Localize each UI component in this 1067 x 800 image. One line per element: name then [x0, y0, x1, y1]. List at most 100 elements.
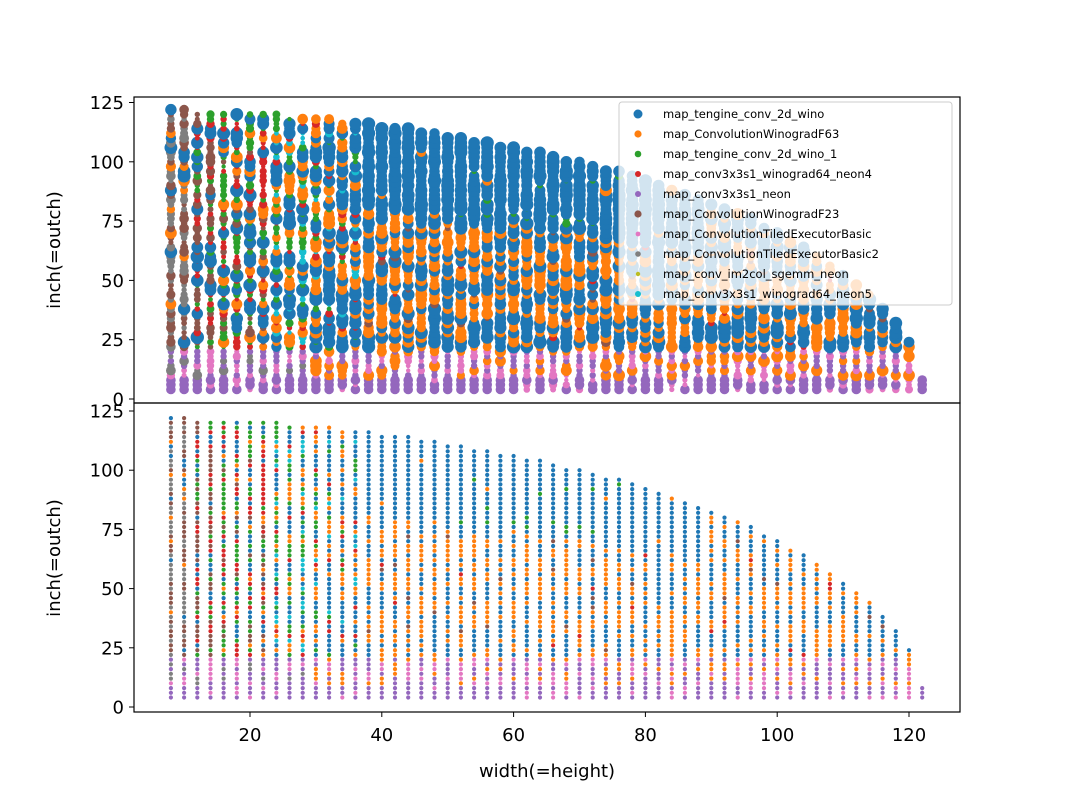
- scatter-point: [524, 572, 529, 577]
- scatter-point: [246, 357, 254, 365]
- scatter-point: [590, 524, 595, 530]
- scatter-point: [353, 676, 358, 681]
- scatter-point: [261, 600, 266, 605]
- scatter-point: [590, 686, 595, 691]
- scatter-point: [274, 586, 279, 591]
- scatter-point: [419, 605, 424, 610]
- scatter-point: [392, 515, 398, 520]
- scatter-point: [379, 506, 384, 511]
- scatter-point: [669, 619, 674, 624]
- scatter-point: [261, 468, 266, 473]
- scatter-point: [524, 586, 529, 591]
- scatter-point: [498, 667, 503, 672]
- scatter-point: [485, 690, 490, 695]
- scatter-point: [327, 520, 332, 525]
- scatter-point: [524, 506, 529, 511]
- scatter-point: [630, 501, 635, 506]
- scatter-point: [366, 567, 371, 572]
- scatter-point: [181, 287, 187, 293]
- scatter-point: [168, 468, 173, 473]
- scatter-point: [234, 501, 239, 506]
- scatter-point: [445, 600, 450, 605]
- scatter-point: [208, 553, 213, 558]
- scatter-point: [322, 140, 336, 155]
- scatter-point: [735, 581, 740, 587]
- scatter-point: [220, 210, 227, 218]
- scatter-point: [182, 553, 187, 558]
- scatter-point: [234, 619, 239, 624]
- scatter-point: [340, 681, 345, 686]
- scatter-point: [445, 515, 450, 520]
- scatter-point: [709, 638, 714, 643]
- scatter-point: [181, 325, 187, 331]
- scatter-point: [287, 458, 292, 463]
- scatter-point: [379, 496, 384, 501]
- scatter-point: [735, 690, 740, 695]
- scatter-point: [405, 372, 412, 379]
- scatter-point: [537, 596, 543, 601]
- scatter-point: [682, 377, 688, 383]
- scatter-point: [327, 643, 332, 648]
- scatter-point: [682, 643, 688, 648]
- scatter-point: [616, 510, 622, 515]
- scatter-point: [313, 496, 318, 501]
- scatter-point: [168, 510, 173, 515]
- scatter-point: [445, 629, 450, 634]
- scatter-point: [458, 553, 463, 558]
- scatter-point: [274, 434, 279, 440]
- scatter-point: [603, 633, 609, 639]
- scatter-point: [590, 690, 595, 695]
- scatter-point: [272, 110, 281, 119]
- scatter-point: [498, 567, 503, 572]
- scatter-point: [656, 600, 661, 605]
- scatter-point: [182, 572, 187, 577]
- legend-marker: [634, 130, 642, 138]
- scatter-point: [551, 690, 556, 695]
- y-tick-label: 0: [113, 390, 124, 411]
- scatter-point: [182, 600, 187, 605]
- scatter-point: [300, 629, 305, 634]
- scatter-point: [669, 572, 674, 577]
- scatter-point: [168, 643, 173, 648]
- scatter-point: [392, 605, 398, 610]
- scatter-point: [234, 633, 239, 639]
- scatter-point: [630, 548, 635, 553]
- scatter-point: [445, 596, 450, 601]
- scatter-point: [195, 463, 200, 468]
- scatter-point: [564, 662, 569, 667]
- scatter-point: [310, 355, 322, 367]
- scatter-point: [603, 524, 609, 530]
- scatter-point: [260, 225, 266, 231]
- scatter-point: [458, 482, 463, 487]
- scatter-point: [379, 695, 384, 700]
- scatter-point: [392, 624, 398, 629]
- scatter-point: [511, 610, 516, 615]
- scatter-point: [498, 553, 503, 558]
- scatter-point: [246, 153, 254, 162]
- scatter-point: [194, 220, 201, 227]
- scatter-point: [444, 372, 451, 379]
- scatter-point: [735, 600, 740, 605]
- scatter-point: [484, 367, 491, 374]
- scatter-point: [679, 360, 691, 371]
- scatter-point: [603, 577, 609, 582]
- scatter-point: [616, 686, 622, 691]
- scatter-point: [350, 384, 361, 395]
- scatter-point: [300, 624, 305, 629]
- scatter-point: [523, 353, 530, 360]
- scatter-point: [326, 306, 332, 312]
- scatter-point: [327, 662, 332, 667]
- scatter-point: [392, 543, 398, 549]
- scatter-point: [392, 439, 398, 444]
- scatter-point: [195, 534, 200, 539]
- scatter-point: [445, 539, 450, 544]
- y-tick-label: 50: [101, 271, 124, 292]
- scatter-point: [551, 553, 556, 558]
- scatter-point: [445, 558, 450, 563]
- scatter-point: [271, 384, 282, 395]
- scatter-point: [537, 468, 543, 473]
- scatter-point: [287, 690, 292, 695]
- scatter-point: [287, 501, 292, 506]
- scatter-point: [167, 282, 174, 289]
- scatter-point: [669, 605, 674, 610]
